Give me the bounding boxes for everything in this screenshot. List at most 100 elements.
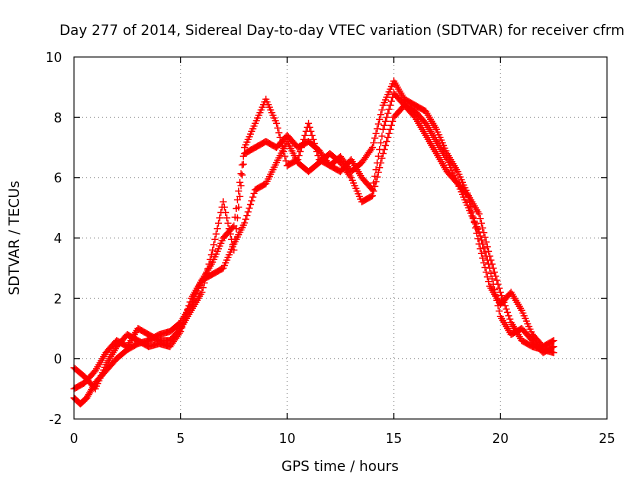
x-tick-label: 0	[70, 432, 78, 447]
data-point	[479, 240, 487, 248]
data-point	[549, 343, 557, 351]
data-point	[480, 229, 488, 237]
data-point	[379, 150, 387, 158]
data-point	[479, 224, 487, 232]
data-point	[367, 184, 375, 192]
data-point	[238, 161, 246, 169]
data-point	[376, 146, 384, 154]
data-point	[482, 268, 490, 276]
data-point	[466, 197, 474, 205]
data-point	[238, 171, 246, 179]
data-point	[476, 215, 484, 223]
data-point	[385, 129, 393, 137]
y-tick-label: 2	[54, 292, 62, 307]
data-point	[376, 164, 384, 172]
data-point	[370, 139, 378, 147]
data-point	[243, 212, 251, 220]
chart-title: Day 277 of 2014, Sidereal Day-to-day VTE…	[60, 23, 625, 39]
data-point	[225, 225, 233, 233]
data-point	[248, 197, 256, 205]
data-point	[476, 245, 484, 253]
series-3	[70, 89, 558, 393]
data-point	[386, 125, 394, 133]
y-tick-label: 8	[54, 111, 62, 126]
data-point	[502, 305, 510, 313]
data-point	[371, 172, 379, 180]
data-point	[506, 315, 514, 323]
data-point	[368, 192, 376, 200]
data-point	[374, 152, 382, 160]
data-point	[242, 215, 250, 223]
data-point	[308, 131, 316, 139]
data-point	[367, 192, 375, 200]
data-point	[487, 270, 495, 278]
data-point	[216, 214, 224, 222]
data-point	[384, 133, 392, 141]
data-point	[209, 246, 217, 254]
data-point	[504, 308, 512, 316]
data-point	[377, 139, 385, 147]
data-point	[237, 182, 245, 190]
axis-ticks: 0 5 10 15 20 25 -2 0 2 4 6 8 10	[45, 51, 615, 447]
data-point	[379, 125, 387, 133]
data-point	[480, 244, 488, 252]
data-point	[294, 156, 302, 164]
data-point	[205, 260, 213, 268]
data-point	[481, 248, 489, 256]
data-point	[293, 156, 301, 164]
data-point	[498, 292, 506, 300]
data-point	[201, 274, 209, 282]
data-point	[383, 113, 391, 121]
data-point	[501, 302, 509, 310]
data-point	[481, 233, 489, 241]
data-point	[495, 307, 503, 315]
data-point	[378, 132, 386, 140]
y-tick-label: 6	[54, 172, 62, 187]
data-point	[233, 214, 241, 222]
data-point	[496, 288, 504, 296]
data-point	[280, 148, 288, 156]
data-point	[377, 111, 385, 119]
data-point	[464, 192, 472, 200]
data-point	[235, 203, 243, 211]
x-tick-label: 5	[176, 432, 184, 447]
data-point	[482, 238, 490, 246]
data-point	[490, 286, 498, 294]
data-point	[282, 157, 290, 165]
data-point	[203, 270, 211, 278]
data-point	[249, 193, 257, 201]
data-point	[485, 260, 493, 268]
data-point	[475, 210, 483, 218]
data-point	[305, 119, 313, 127]
data-point	[186, 298, 194, 306]
data-point	[387, 121, 395, 129]
data-point	[372, 129, 380, 137]
data-point	[219, 198, 227, 206]
data-point	[376, 115, 384, 123]
data-point	[229, 223, 237, 231]
data-point	[275, 129, 283, 137]
data-point	[386, 101, 394, 109]
data-point	[370, 179, 378, 187]
data-point	[477, 249, 485, 257]
data-point	[212, 230, 220, 238]
data-point	[477, 236, 485, 244]
data-point	[245, 204, 253, 212]
data-point	[380, 121, 388, 129]
data-point	[483, 273, 491, 281]
data-point	[235, 187, 243, 195]
data-point	[371, 134, 379, 142]
data-point	[475, 228, 483, 236]
data-point	[495, 284, 503, 292]
data-point	[382, 117, 390, 125]
data-point	[199, 284, 207, 292]
data-point	[273, 119, 281, 127]
data-point	[246, 200, 254, 208]
data-point	[378, 106, 386, 114]
data-point	[488, 275, 496, 283]
data-point	[204, 265, 212, 273]
data-point	[367, 145, 375, 153]
data-point	[368, 186, 376, 194]
y-tick-label: 4	[54, 232, 62, 247]
